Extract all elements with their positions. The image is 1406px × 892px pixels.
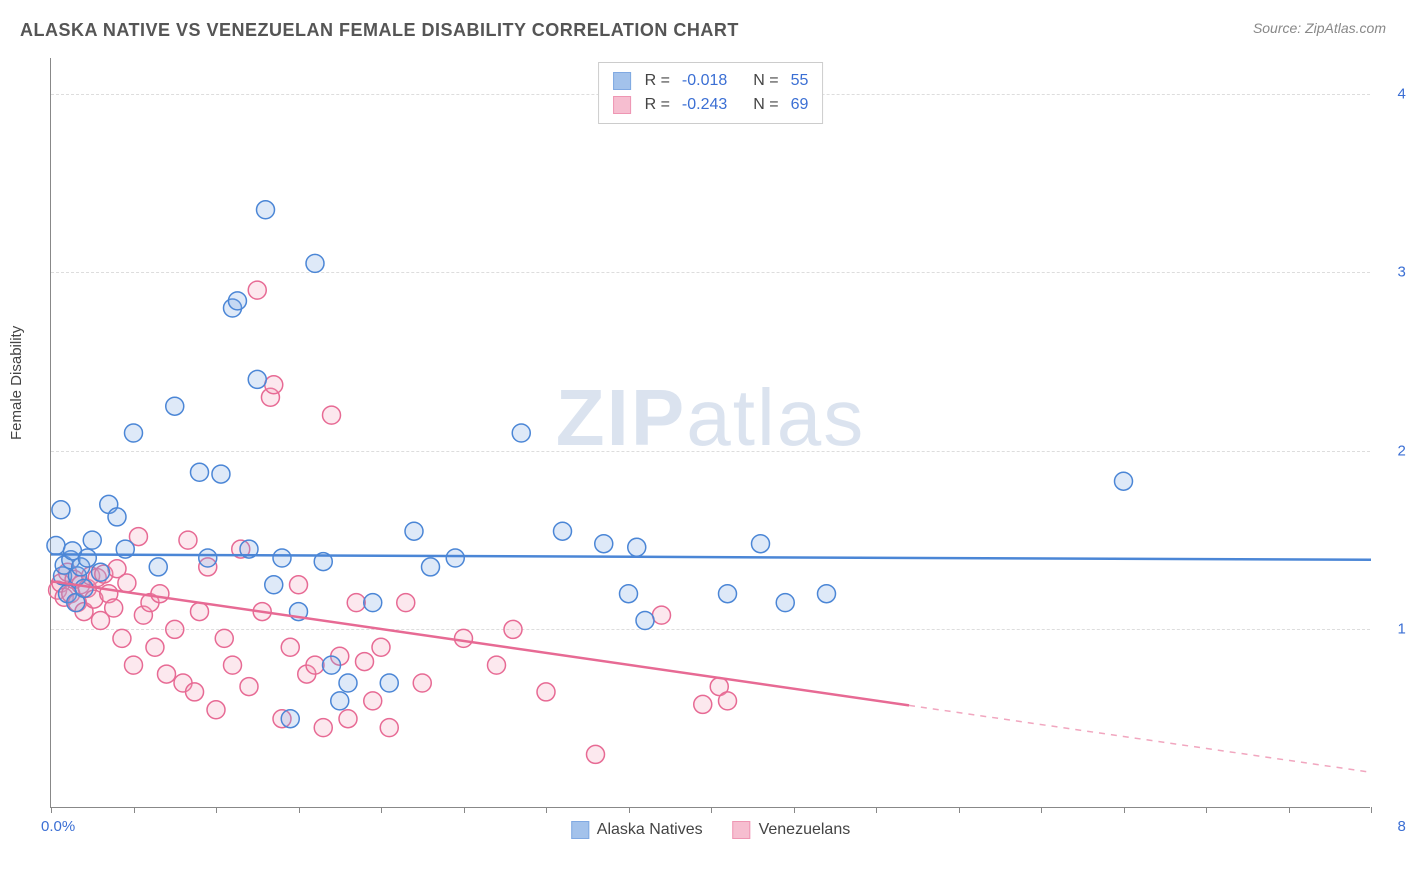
correlation-legend: R = -0.018 N = 55 R = -0.243 N = 69 — [598, 62, 824, 124]
legend-item-venezuelan: Venezuelans — [733, 821, 851, 839]
scatter-svg — [51, 58, 1370, 807]
chart-title: ALASKA NATIVE VS VENEZUELAN FEMALE DISAB… — [20, 20, 739, 41]
swatch-venezuelan — [613, 96, 631, 114]
legend-item-alaska: Alaska Natives — [571, 821, 703, 839]
r-label: R = — [645, 72, 670, 90]
series-legend: Alaska Natives Venezuelans — [571, 821, 850, 839]
n-value-alaska: 55 — [791, 72, 809, 90]
chart-container: ALASKA NATIVE VS VENEZUELAN FEMALE DISAB… — [0, 0, 1406, 892]
y-axis-label: Female Disability — [8, 326, 25, 440]
n-value-venezuelan: 69 — [791, 96, 809, 114]
swatch-alaska — [613, 72, 631, 90]
corr-row-alaska: R = -0.018 N = 55 — [613, 69, 809, 93]
n-label: N = — [753, 96, 778, 114]
x-origin-label: 0.0% — [41, 818, 75, 835]
r-value-venezuelan: -0.243 — [682, 96, 727, 114]
corr-row-venezuelan: R = -0.243 N = 69 — [613, 93, 809, 117]
plot-area: ZIPatlas 10.0%20.0%30.0%40.0% R = -0.018… — [50, 58, 1370, 808]
x-max-label: 80.0% — [1397, 818, 1406, 835]
source-attribution: Source: ZipAtlas.com — [1253, 20, 1386, 36]
r-value-alaska: -0.018 — [682, 72, 727, 90]
legend-label-venezuelan: Venezuelans — [759, 821, 851, 839]
swatch-venezuelan — [733, 821, 751, 839]
legend-label-alaska: Alaska Natives — [597, 821, 703, 839]
n-label: N = — [753, 72, 778, 90]
swatch-alaska — [571, 821, 589, 839]
r-label: R = — [645, 96, 670, 114]
